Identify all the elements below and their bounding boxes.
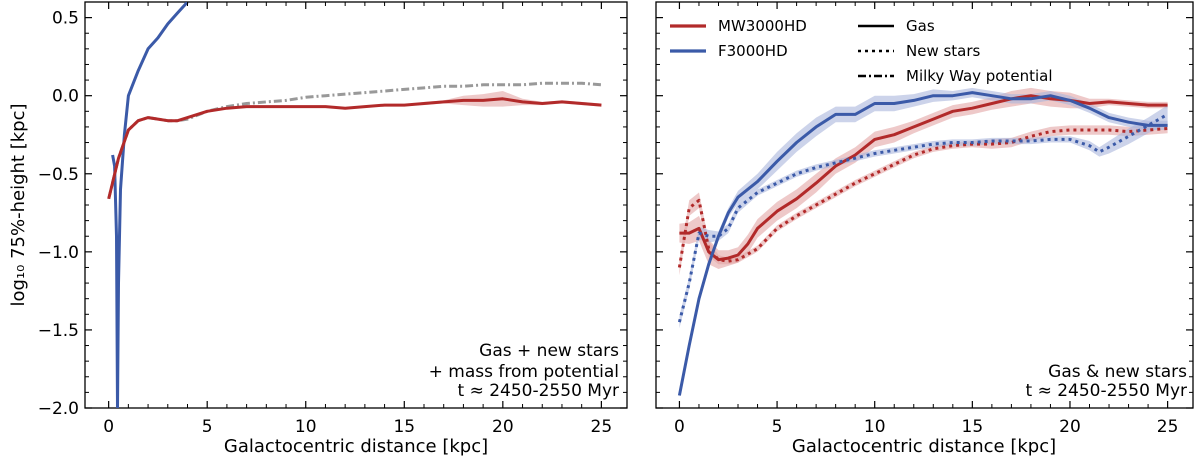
legend-label-milky-way-potential: Milky Way potential: [906, 67, 1053, 85]
legend: MW3000HD F3000HD Gas New stars Milky Way…: [670, 17, 1053, 85]
left-y-tick-label: −1.0: [38, 243, 79, 263]
right-x-tick-label: 25: [1157, 417, 1179, 437]
left-line-mw3000hd: [107, 97, 602, 200]
left-x-tick-label: 20: [492, 417, 514, 437]
legend-label-mw3000hd: MW3000HD: [718, 17, 807, 35]
left-annotation-line-3: t ≈ 2450-2550 Myr: [458, 381, 620, 401]
left-y-tick-label: −0.5: [38, 165, 79, 185]
right-x-axis-label: Galactocentric distance [kpc]: [792, 436, 1056, 457]
left-axis-ticks: 0 5 10 15 20 25 −2.0 −1.5 −1.0 −0.5 0.0 0.5: [38, 2, 627, 437]
left-y-tick-label: −2.0: [38, 399, 79, 419]
left-plot-area: [107, 2, 602, 408]
right-annotation-line-2: t ≈ 2450-2550 Myr: [1026, 381, 1188, 401]
right-x-tick-label: 15: [962, 417, 984, 437]
left-y-tick-label: −1.5: [38, 321, 79, 341]
legend-label-f3000hd: F3000HD: [718, 42, 788, 60]
left-panel: 0 5 10 15 20 25 −2.0 −1.5 −1.0 −0.5 0.0 0.5 Galacto…: [8, 1, 628, 457]
left-y-axis-label: log₁₀ 75%-height [kpc]: [8, 104, 29, 307]
left-x-tick-label: 25: [591, 417, 613, 437]
left-y-tick-label: 0.0: [52, 87, 79, 107]
left-x-tick-label: 0: [103, 417, 114, 437]
right-band-mw3000hd-new-stars: [679, 123, 1168, 276]
right-x-tick-label: 20: [1059, 417, 1081, 437]
right-line-f3000hd-new-stars: [677, 113, 1169, 323]
left-line-f3000hd: [116, 2, 189, 408]
left-x-tick-label: 5: [202, 417, 213, 437]
legend-label-new-stars: New stars: [906, 42, 981, 60]
right-plot-area: [677, 87, 1169, 398]
right-band-f3000hd-new-stars: [679, 105, 1168, 329]
right-axis-ticks: 0 5 10 15 20 25: [656, 2, 1193, 437]
left-x-axis-label: Galactocentric distance [kpc]: [224, 436, 488, 457]
right-line-f3000hd-gas: [677, 91, 1168, 396]
right-annotation-line-1: Gas & new stars: [1048, 362, 1187, 382]
right-x-tick-label: 10: [864, 417, 886, 437]
left-annotation-line-1: Gas + new stars: [479, 341, 619, 361]
right-x-tick-label: 0: [674, 417, 685, 437]
right-x-tick-label: 5: [772, 417, 783, 437]
left-annotation-line-2: + mass from potential: [429, 362, 619, 382]
left-line-f3000hd-left-branch-: [111, 154, 119, 408]
left-y-tick-label: 0.5: [52, 9, 79, 29]
left-x-tick-label: 15: [393, 417, 415, 437]
left-x-tick-label: 10: [295, 417, 317, 437]
legend-label-gas: Gas: [906, 17, 935, 35]
right-panel: 0 5 10 15 20 25 Galactocentric distance [kpc]…: [655, 1, 1194, 457]
